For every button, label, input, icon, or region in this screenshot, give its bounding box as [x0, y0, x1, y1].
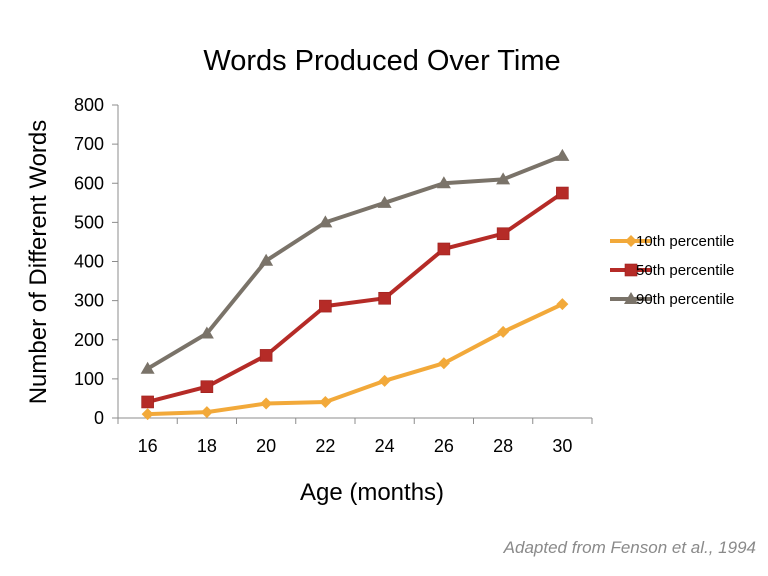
data-point: [378, 374, 391, 387]
y-tick-label: 0: [94, 408, 104, 428]
data-point: [199, 326, 214, 339]
y-tick-label: 500: [74, 212, 104, 232]
data-point: [378, 291, 391, 305]
data-point: [140, 361, 155, 374]
legend-marker: [624, 263, 638, 277]
series-layer: [140, 148, 570, 421]
source-note: Adapted from Fenson et al., 1994: [503, 538, 756, 557]
data-point: [436, 176, 451, 189]
data-point: [437, 242, 451, 256]
x-tick-label: 20: [256, 436, 276, 456]
data-point: [497, 325, 510, 338]
data-point: [556, 186, 569, 200]
data-point: [318, 215, 333, 228]
data-point: [556, 298, 569, 311]
series-line: [146, 154, 564, 371]
legend-marker: [625, 235, 637, 247]
y-tick-label: 700: [74, 134, 104, 154]
data-point: [260, 397, 273, 410]
y-tick-label: 200: [74, 330, 104, 350]
series-10th-percentile: [141, 298, 569, 421]
legend-item: 90th percentile: [610, 291, 734, 308]
x-tick-label: 22: [315, 436, 335, 456]
series-50th-percentile: [141, 186, 569, 409]
x-tick-label: 18: [197, 436, 217, 456]
series-line: [147, 191, 564, 404]
legend-item: 50th percentile: [610, 262, 734, 279]
data-point: [141, 395, 154, 409]
x-tick-label: 30: [552, 436, 572, 456]
data-point: [496, 172, 511, 185]
data-point: [141, 408, 154, 421]
x-tick-label: 16: [138, 436, 158, 456]
x-tick-label: 28: [493, 436, 513, 456]
legend: 10th percentile 50th percentile 90th perce…: [610, 233, 734, 308]
legend-label: 50th percentile: [636, 262, 734, 279]
axes: 0 100 200 300 400 500 600 700 800 16 18 20 22 24 26 28 3…: [74, 95, 593, 456]
data-point: [437, 357, 450, 370]
legend-marker: [624, 292, 638, 304]
y-tick-label: 100: [74, 369, 104, 389]
legend-label: 90th percentile: [636, 291, 734, 308]
data-point: [319, 299, 332, 313]
y-tick-label: 300: [74, 291, 104, 311]
series-90th-percentile: [140, 148, 570, 374]
data-point: [259, 349, 273, 362]
legend-item: 10th percentile: [610, 233, 734, 250]
y-tick-label: 400: [74, 252, 104, 272]
x-tick-label: 24: [375, 436, 395, 456]
data-point: [259, 253, 274, 266]
legend-label: 10th percentile: [636, 233, 734, 250]
data-point: [496, 227, 510, 241]
y-tick-label: 600: [74, 173, 104, 193]
data-point: [200, 406, 213, 419]
data-point: [555, 148, 570, 161]
data-point: [377, 195, 392, 208]
x-tick-label: 26: [434, 436, 454, 456]
data-point: [200, 380, 214, 394]
series-line: [147, 302, 564, 417]
y-tick-label: 800: [74, 95, 104, 115]
data-point: [319, 395, 332, 408]
chart-title: Words Produced Over Time: [203, 45, 560, 77]
y-axis-title: Number of Different Words: [25, 120, 52, 405]
x-axis-title: Age (months): [300, 479, 444, 506]
